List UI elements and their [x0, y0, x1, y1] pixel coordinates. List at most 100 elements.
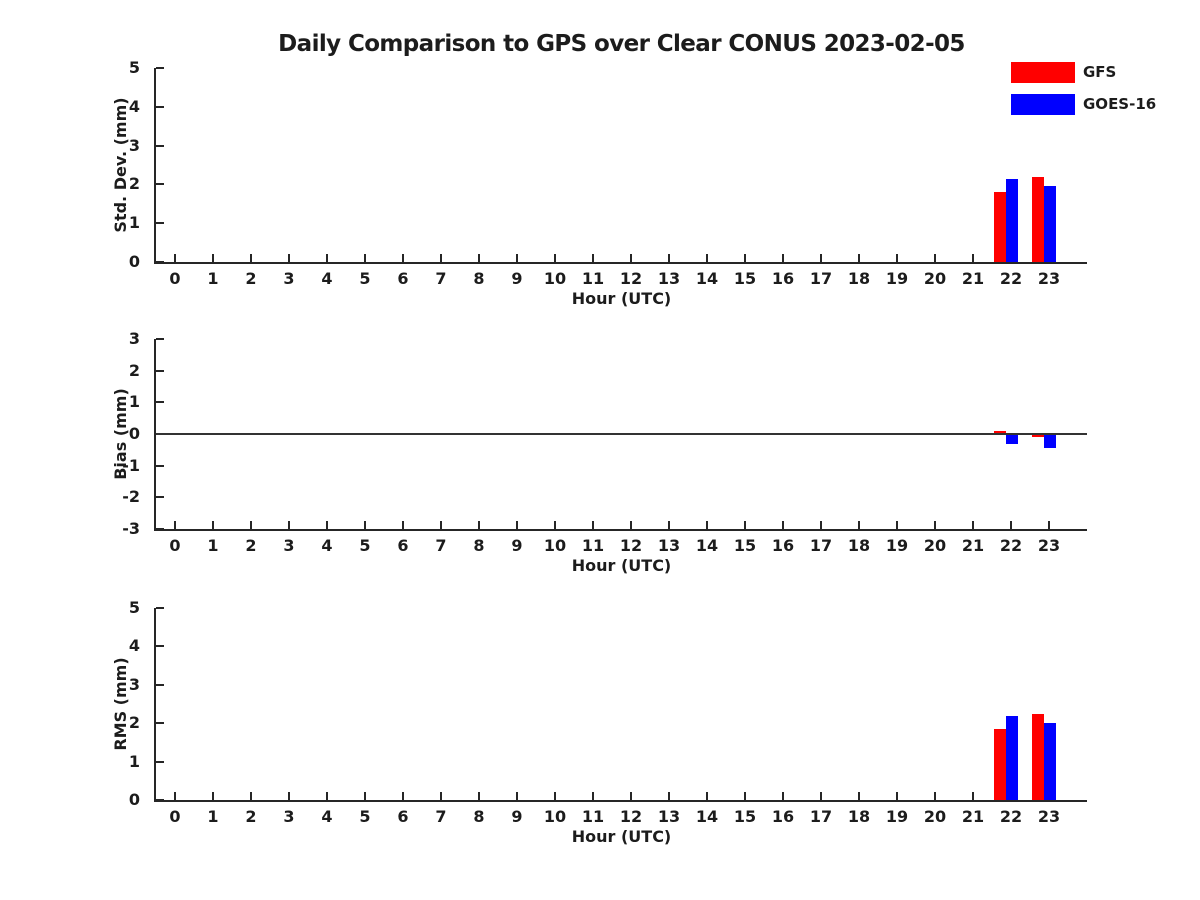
- y-tick: [156, 528, 164, 530]
- x-tick-label: 4: [321, 269, 333, 288]
- x-tick: [250, 521, 252, 529]
- y-tick: [156, 464, 164, 467]
- x-tick: [1010, 792, 1012, 800]
- x-tick-label: 15: [733, 536, 757, 555]
- x-tick-label: 9: [511, 536, 523, 555]
- x-tick-label: 21: [961, 807, 985, 826]
- x-tick: [972, 792, 974, 800]
- x-tick: [972, 521, 974, 529]
- x-tick-label: 8: [473, 807, 485, 826]
- x-tick: [1048, 521, 1050, 529]
- x-tick: [174, 521, 176, 529]
- x-tick-label: 7: [435, 536, 447, 555]
- x-tick-label: 9: [511, 269, 523, 288]
- x-tick: [668, 521, 670, 529]
- x-tick: [858, 521, 860, 529]
- x-tick-label: 2: [245, 536, 257, 555]
- y-axis-spine: [154, 339, 156, 531]
- y-tick: [156, 105, 164, 108]
- x-tick: [402, 521, 404, 529]
- y-tick: [156, 338, 164, 340]
- x-tick-label: 8: [473, 536, 485, 555]
- x-tick-label: 14: [695, 269, 719, 288]
- bar-goes-16-hour-23: [1044, 723, 1057, 800]
- y-tick-label: 5: [128, 58, 140, 77]
- x-tick-label: 20: [923, 807, 947, 826]
- x-tick-label: 19: [885, 807, 909, 826]
- x-tick: [668, 254, 670, 262]
- x-tick: [706, 792, 708, 800]
- bar-gfs-hour-23: [1032, 713, 1045, 800]
- x-tick-label: 14: [695, 536, 719, 555]
- x-tick: [592, 792, 594, 800]
- y-tick: [156, 433, 164, 435]
- x-tick: [174, 254, 176, 262]
- x-tick: [1048, 254, 1050, 262]
- y-axis-label-std-dev: Std. Dev. (mm): [111, 97, 130, 233]
- x-tick: [364, 792, 366, 800]
- x-tick: [288, 254, 290, 262]
- x-tick-label: 4: [321, 536, 333, 555]
- x-tick: [516, 792, 518, 800]
- x-tick: [212, 792, 214, 800]
- zero-line: [156, 433, 1087, 435]
- x-tick-label: 18: [847, 807, 871, 826]
- x-tick-label: 4: [321, 807, 333, 826]
- x-tick-label: 0: [169, 807, 181, 826]
- x-tick: [478, 521, 480, 529]
- y-tick-label: 1: [128, 751, 140, 771]
- y-tick: [156, 607, 164, 609]
- x-tick: [440, 254, 442, 262]
- y-tick-label: 4: [128, 96, 140, 116]
- y-axis-spine: [154, 68, 156, 264]
- x-tick-label: 0: [169, 269, 181, 288]
- x-tick: [212, 254, 214, 262]
- x-tick-label: 6: [397, 269, 409, 288]
- x-tick-label: 9: [511, 807, 523, 826]
- y-tick-label: 1: [128, 392, 140, 412]
- x-tick-label: 16: [771, 269, 795, 288]
- x-tick: [782, 521, 784, 529]
- x-tick-label: 21: [961, 269, 985, 288]
- y-tick-label: 3: [128, 135, 140, 155]
- x-tick: [592, 254, 594, 262]
- x-tick-label: 23: [1037, 269, 1061, 288]
- x-tick-label: 16: [771, 536, 795, 555]
- x-tick-label: 19: [885, 269, 909, 288]
- x-tick-label: 20: [923, 269, 947, 288]
- x-tick: [478, 254, 480, 262]
- x-tick-label: 16: [771, 807, 795, 826]
- x-tick: [326, 254, 328, 262]
- x-tick-label: 23: [1037, 536, 1061, 555]
- x-tick: [896, 792, 898, 800]
- x-tick-label: 12: [619, 269, 643, 288]
- y-tick-label: 0: [128, 790, 140, 809]
- x-tick: [174, 792, 176, 800]
- x-axis-spine: [154, 529, 1087, 531]
- y-tick: [156, 799, 164, 801]
- x-tick-label: 18: [847, 536, 871, 555]
- x-tick: [1048, 792, 1050, 800]
- y-tick: [156, 683, 164, 686]
- x-tick: [250, 254, 252, 262]
- x-tick: [1010, 254, 1012, 262]
- x-tick: [820, 521, 822, 529]
- x-tick: [744, 792, 746, 800]
- legend-swatch-goes16: [1011, 94, 1075, 115]
- x-tick-label: 13: [657, 536, 681, 555]
- x-tick: [820, 254, 822, 262]
- x-tick: [630, 792, 632, 800]
- x-tick-label: 5: [359, 807, 371, 826]
- bar-gfs-hour-22: [994, 430, 1007, 434]
- x-tick: [288, 792, 290, 800]
- y-tick-label: 2: [128, 360, 140, 380]
- x-axis-spine: [154, 262, 1087, 264]
- x-tick: [402, 792, 404, 800]
- x-axis-label-hour-utc: Hour (UTC): [571, 556, 672, 575]
- y-tick-label: 1: [128, 213, 140, 233]
- x-tick-label: 11: [581, 269, 605, 288]
- x-tick: [744, 521, 746, 529]
